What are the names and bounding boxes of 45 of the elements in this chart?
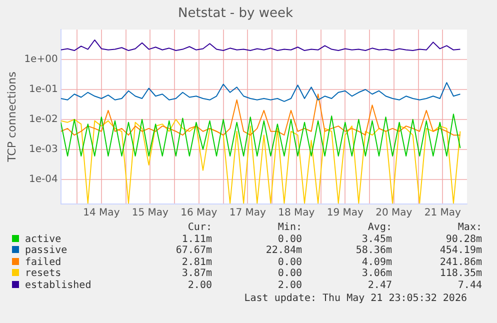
- text: 0.00: [276, 256, 302, 268]
- legend-label: resets: [24, 268, 62, 280]
- text: 2.00: [186, 280, 212, 291]
- y-tick-label: 1e+00: [24, 54, 58, 66]
- text: 3.45m: [360, 234, 392, 245]
- text: Cur:: [186, 222, 212, 234]
- text: 22.84m: [264, 245, 302, 256]
- x-tick-label: 21 May: [424, 208, 461, 219]
- x-tick-label: 14 May: [83, 208, 120, 219]
- text: 2.47: [366, 280, 392, 291]
- text: 118.35m: [438, 268, 482, 280]
- x-tick-label: 18 May: [278, 208, 315, 219]
- y-tick-label: 1e-01: [28, 84, 58, 96]
- text: 0.00: [276, 234, 302, 245]
- x-tick-label: 20 May: [376, 208, 412, 219]
- x-tick-label: 15 May: [132, 208, 169, 219]
- text: 3.87m: [180, 268, 212, 280]
- x-tick-label: 17 May: [229, 208, 266, 219]
- text: 3.06m: [360, 268, 392, 280]
- y-tick-label: 1e-04: [28, 174, 58, 185]
- text: 90.28m: [444, 234, 482, 245]
- legend-label: established: [24, 280, 92, 291]
- text: 454.19m: [438, 245, 482, 256]
- text: Min:: [276, 222, 302, 234]
- x-tick-label: 19 May: [326, 208, 364, 219]
- text: 2.00: [276, 280, 302, 291]
- y-tick-label: 1e-02: [28, 114, 58, 126]
- text: 4.09m: [360, 256, 392, 268]
- legend-label: failed: [24, 256, 62, 268]
- x-tick-label: 16 May: [180, 208, 218, 219]
- text: 1.11m: [180, 234, 212, 245]
- text: 7.44: [456, 280, 482, 291]
- y-tick-label: 1e-03: [28, 144, 58, 155]
- legend-label: passive: [24, 245, 68, 256]
- text: Avg:: [366, 222, 392, 234]
- text: 2.81m: [180, 256, 212, 268]
- text: 67.67m: [174, 245, 212, 256]
- text: 58.36m: [354, 245, 392, 256]
- text: 0.00: [276, 268, 302, 280]
- chart-title: Netstat - by week: [178, 6, 294, 22]
- text: Last update: Thu May 21 23:05:32 2026: [244, 293, 467, 304]
- text: Max:: [456, 222, 482, 234]
- y-axis-title: TCP connections: [5, 71, 18, 163]
- text: 241.86m: [438, 256, 482, 268]
- legend-label: active: [24, 234, 62, 245]
